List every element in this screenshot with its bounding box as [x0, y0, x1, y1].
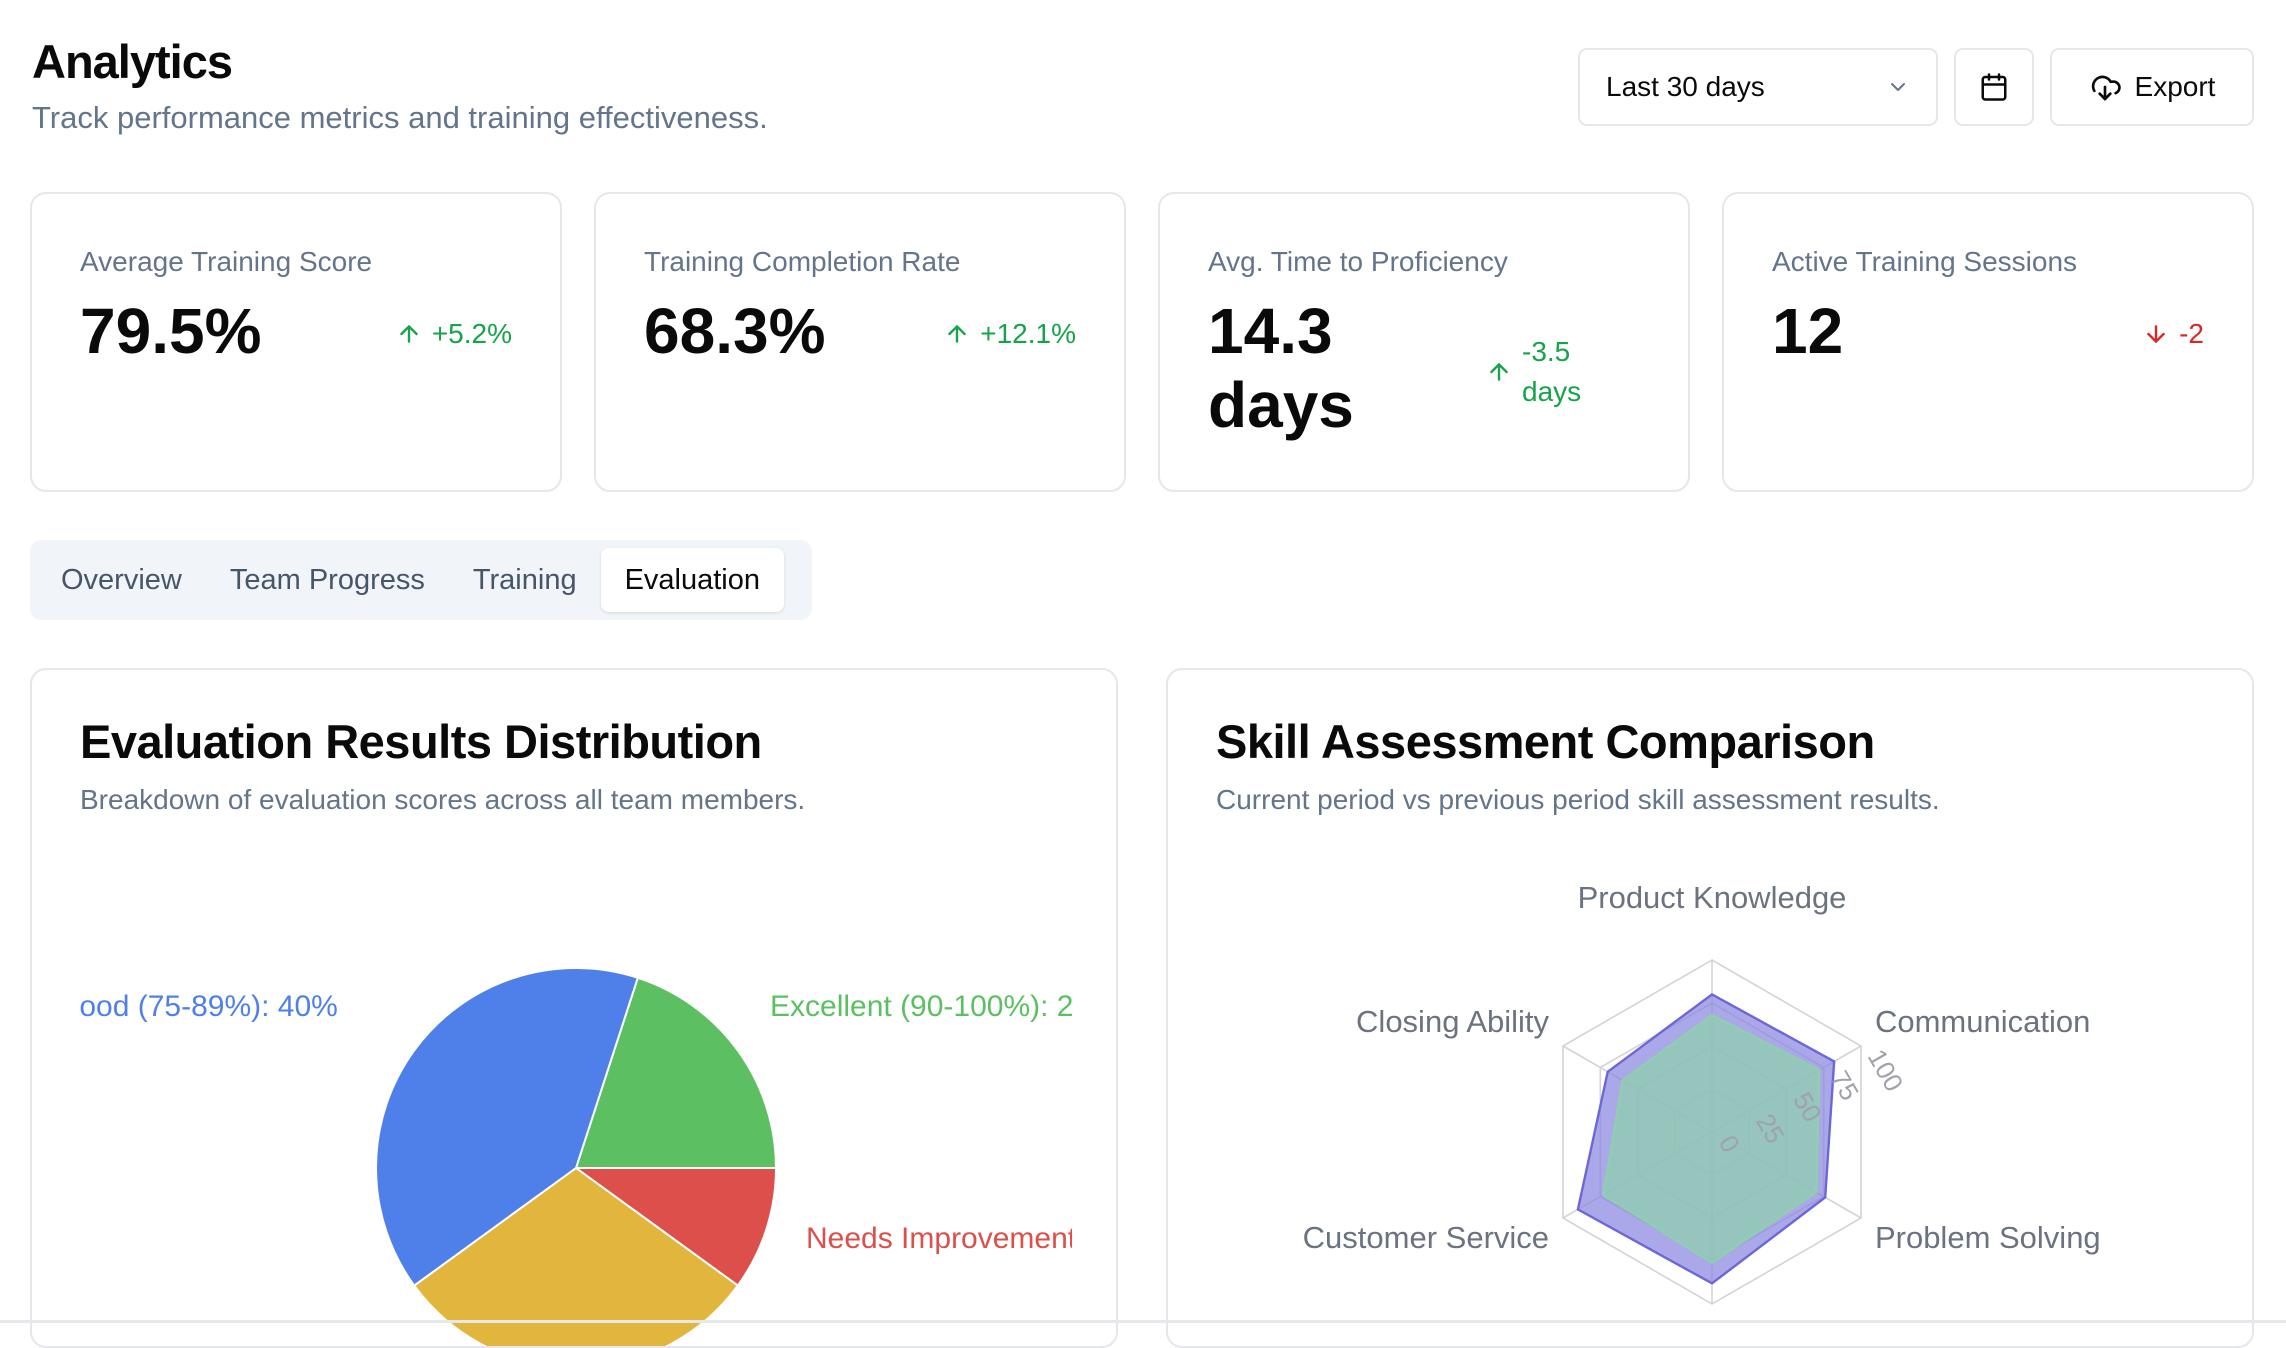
metric-value: 14.3 days — [1208, 295, 1354, 441]
radar-axis-label: Closing Ability — [1356, 1004, 1549, 1039]
date-range-value: Last 30 days — [1606, 71, 1765, 102]
metric-delta: -3.5 days — [1486, 332, 1602, 412]
metric-delta-text: -2 — [2179, 318, 2204, 349]
radar-series[interactable] — [1601, 1013, 1821, 1265]
metric-delta: +5.2% — [396, 318, 512, 350]
radar-axis-label: Customer Service — [1303, 1220, 1549, 1255]
analytics-tabs: Overview Team Progress Training Evaluati… — [30, 540, 812, 620]
pie-slice-label: Needs Improvement — [806, 1222, 1077, 1255]
skill-assessment-panel: Skill Assessment Comparison Current peri… — [1166, 668, 2254, 1348]
page-subtitle: Track performance metrics and training e… — [32, 100, 768, 135]
metric-card-completion-rate: Training Completion Rate 68.3% +12.1% — [594, 192, 1126, 492]
chevron-down-icon — [1891, 83, 1905, 91]
metric-delta: +12.1% — [944, 318, 1076, 350]
pie-slice[interactable] — [572, 1167, 778, 1287]
evaluation-distribution-panel: Evaluation Results Distribution Breakdow… — [30, 668, 1118, 1348]
tab-training[interactable]: Training — [472, 563, 577, 596]
metric-label: Training Completion Rate — [644, 246, 961, 277]
metric-delta-text: +12.1% — [980, 318, 1076, 349]
pie-slice-label: Excellent (90-100%): 20% — [770, 990, 1117, 1023]
metric-delta-text: -3.5 days — [1522, 336, 1582, 407]
metric-delta-text: +5.2% — [431, 318, 512, 349]
calendar-icon — [1981, 73, 2007, 101]
panel-title: Skill Assessment Comparison — [1216, 715, 1875, 768]
metric-label: Avg. Time to Proficiency — [1208, 246, 1508, 277]
cloud-download-icon — [2091, 75, 2121, 101]
evaluation-pie-chart: Excellent (90-100%): 20% Needs Improvemen… — [56, 967, 1117, 1346]
radar-axis-label: Problem Solving — [1875, 1220, 2101, 1255]
metric-label: Active Training Sessions — [1772, 246, 2078, 277]
pie-slice[interactable] — [375, 967, 640, 1287]
calendar-button[interactable] — [1954, 48, 2034, 126]
metric-card-time-to-proficiency: Avg. Time to Proficiency 14.3 days -3.5 … — [1158, 192, 1690, 492]
arrow-up-icon — [1490, 363, 1508, 381]
pie-slice-label: Good (75-89%): 40% — [56, 990, 338, 1023]
date-range-select[interactable]: Last 30 days — [1578, 48, 1938, 126]
metric-label: Average Training Score — [80, 246, 373, 277]
tab-overview[interactable]: Overview — [61, 563, 182, 596]
arrow-up-icon — [948, 325, 967, 343]
metric-delta: -2 — [2143, 318, 2204, 350]
arrow-down-icon — [2147, 325, 2165, 343]
pie-slice[interactable] — [574, 976, 778, 1169]
metric-card-active-sessions: Active Training Sessions 12 -2 — [1722, 192, 2254, 492]
panel-title: Evaluation Results Distribution — [80, 715, 762, 768]
radar-axis-label: Product Knowledge — [1578, 880, 1847, 915]
panel-description: Current period vs previous period skill … — [1216, 784, 1940, 815]
page-title: Analytics — [32, 35, 233, 88]
radar-axis-label: Communication — [1875, 1004, 2090, 1039]
metric-value: 12 — [1772, 295, 1844, 367]
metric-card-average-score: Average Training Score 79.5% +5.2% — [30, 192, 562, 492]
page-header: Analytics Track performance metrics and … — [32, 0, 2254, 180]
tab-evaluation[interactable]: Evaluation — [600, 548, 785, 612]
export-label: Export — [2134, 71, 2216, 102]
metric-value: 79.5% — [80, 295, 262, 367]
radar-tick-label: 100 — [1862, 1044, 1910, 1097]
export-button[interactable]: Export — [2050, 48, 2254, 126]
panel-description: Breakdown of evaluation scores across al… — [80, 784, 806, 815]
bottom-divider — [0, 1320, 2286, 1323]
metric-value: 68.3% — [644, 295, 826, 367]
arrow-up-icon — [400, 325, 418, 343]
tab-team-progress[interactable]: Team Progress — [229, 563, 425, 596]
